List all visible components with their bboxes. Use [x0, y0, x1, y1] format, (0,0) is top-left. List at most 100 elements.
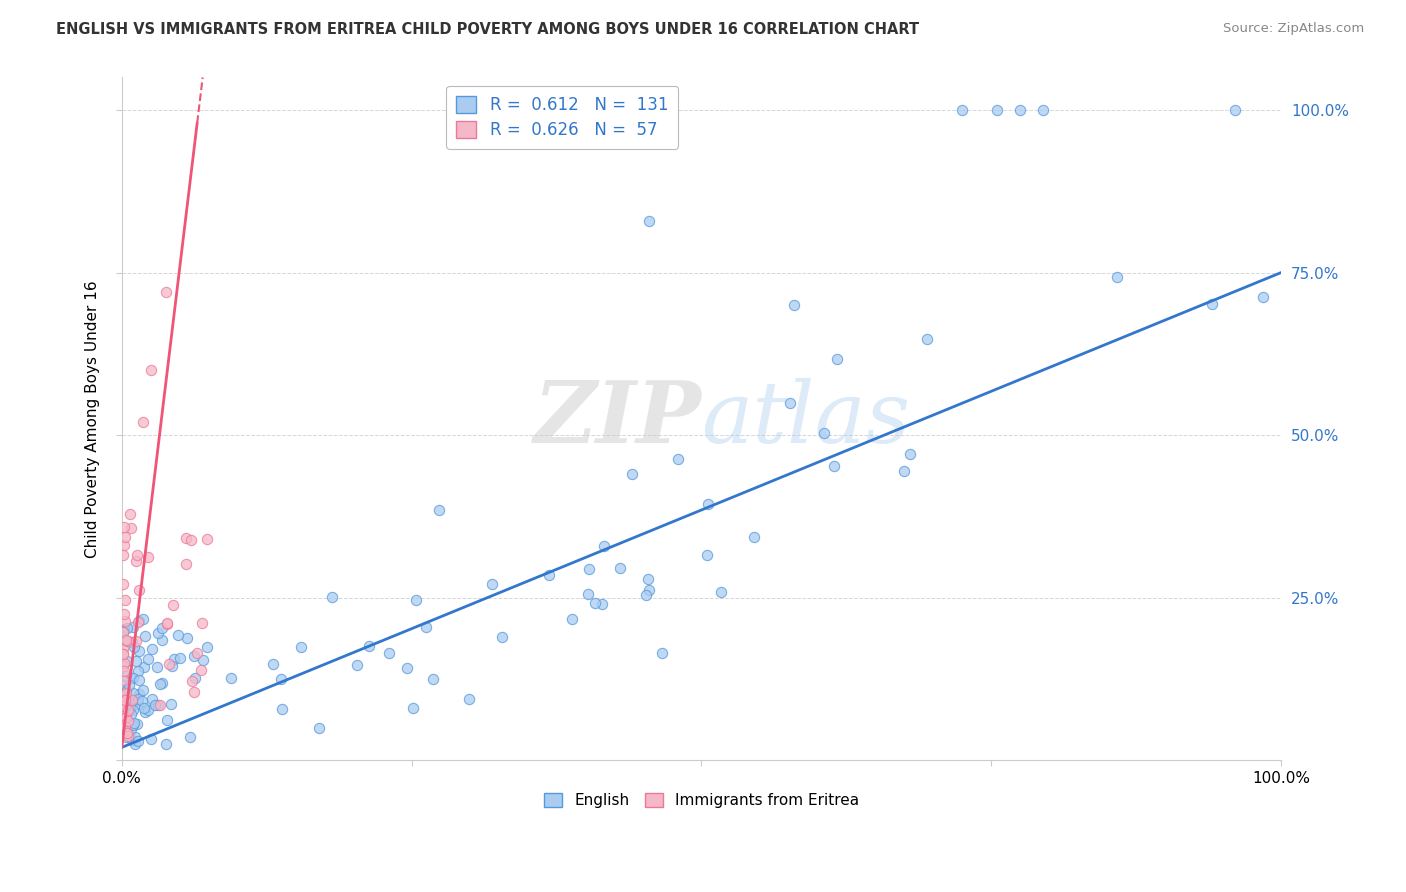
Point	[271, 702, 294, 716]
Point	[148, 626, 170, 640]
Point	[112, 622, 135, 636]
Point	[127, 549, 149, 563]
Point	[120, 521, 142, 535]
Point	[152, 632, 174, 647]
Point	[134, 701, 156, 715]
Point	[125, 554, 148, 568]
Point	[112, 659, 135, 673]
Point	[114, 687, 136, 701]
Point	[120, 695, 142, 709]
Point	[146, 660, 169, 674]
Point	[112, 656, 135, 670]
Point	[1251, 290, 1274, 304]
Point	[115, 726, 138, 740]
Point	[128, 673, 150, 688]
Point	[950, 103, 973, 117]
Point	[180, 674, 202, 689]
Point	[124, 738, 146, 752]
Point	[120, 671, 142, 685]
Point	[112, 519, 135, 533]
Point	[111, 625, 134, 640]
Point	[160, 658, 183, 673]
Point	[112, 664, 135, 678]
Point	[120, 701, 142, 715]
Point	[742, 530, 765, 544]
Point	[112, 714, 135, 728]
Point	[195, 640, 218, 654]
Point	[114, 723, 136, 737]
Point	[120, 722, 142, 736]
Point	[112, 698, 135, 713]
Point	[405, 593, 427, 607]
Text: ZIP: ZIP	[534, 377, 702, 460]
Point	[783, 298, 806, 312]
Point	[112, 678, 135, 692]
Point	[378, 646, 401, 660]
Point	[190, 615, 212, 630]
Point	[308, 721, 330, 735]
Point	[114, 633, 136, 648]
Point	[825, 352, 848, 367]
Point	[115, 723, 138, 738]
Point	[117, 730, 139, 744]
Point	[583, 596, 606, 610]
Point	[134, 629, 156, 643]
Point	[156, 615, 179, 630]
Point	[193, 653, 215, 667]
Point	[167, 628, 190, 642]
Point	[162, 598, 184, 612]
Point	[112, 607, 135, 621]
Point	[138, 549, 160, 564]
Point	[115, 710, 138, 724]
Point	[122, 620, 145, 634]
Point	[117, 714, 139, 728]
Point	[115, 698, 138, 713]
Point	[491, 630, 513, 644]
Point	[111, 673, 134, 687]
Point	[634, 588, 657, 602]
Point	[270, 672, 292, 686]
Point	[127, 697, 149, 711]
Point	[157, 657, 180, 672]
Point	[321, 591, 343, 605]
Point	[146, 698, 169, 713]
Point	[118, 678, 141, 692]
Point	[190, 663, 212, 677]
Point	[117, 634, 139, 648]
Point	[169, 651, 191, 665]
Point	[125, 654, 148, 668]
Point	[122, 703, 145, 717]
Point	[346, 658, 368, 673]
Point	[115, 654, 138, 668]
Point	[561, 612, 583, 626]
Point	[1201, 297, 1223, 311]
Point	[121, 686, 143, 700]
Text: Source: ZipAtlas.com: Source: ZipAtlas.com	[1223, 22, 1364, 36]
Point	[186, 646, 208, 660]
Point	[457, 692, 479, 706]
Point	[155, 737, 177, 751]
Point	[127, 734, 149, 748]
Text: atlas: atlas	[702, 377, 911, 460]
Point	[118, 698, 141, 713]
Point	[180, 533, 202, 548]
Point	[696, 548, 718, 562]
Point	[179, 730, 201, 744]
Point	[112, 576, 135, 591]
Point	[115, 633, 138, 648]
Point	[141, 691, 163, 706]
Point	[1223, 103, 1246, 117]
Point	[148, 698, 170, 713]
Point	[779, 396, 801, 410]
Point	[111, 711, 134, 725]
Point	[124, 640, 146, 654]
Point	[1032, 103, 1054, 117]
Point	[115, 686, 138, 700]
Point	[122, 672, 145, 686]
Point	[114, 614, 136, 628]
Point	[141, 641, 163, 656]
Point	[893, 464, 915, 478]
Point	[128, 582, 150, 597]
Point	[131, 415, 153, 429]
Point	[638, 213, 661, 227]
